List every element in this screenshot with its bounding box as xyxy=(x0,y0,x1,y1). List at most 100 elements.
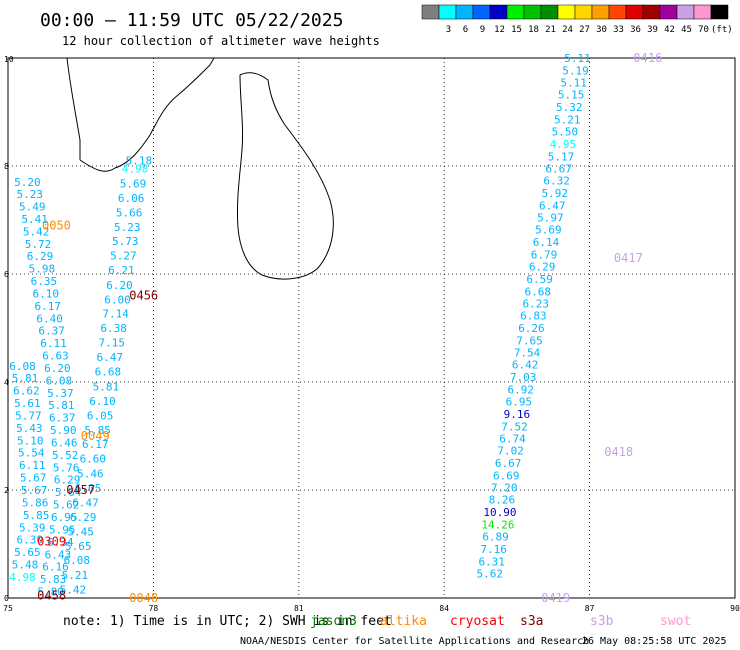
wave-height-label: 5.15 xyxy=(558,89,585,102)
wave-height-label: 5.42 xyxy=(23,225,50,238)
wave-height-label: 5.37 xyxy=(47,387,74,400)
wave-height-label: 6.69 xyxy=(493,469,520,482)
wave-height-label: 5.23 xyxy=(114,221,141,234)
wave-height-label: 5.21 xyxy=(62,569,89,582)
colorbar-swatch xyxy=(540,4,559,20)
wave-height-label: 9.16 xyxy=(504,408,531,421)
wave-height-label: 5.48 xyxy=(12,559,39,572)
colorbar-swatch xyxy=(523,4,542,20)
wave-height-label: 6.06 xyxy=(118,192,145,205)
colorbar-tick-label: 27 xyxy=(579,25,590,35)
wave-height-label: 6.47 xyxy=(72,496,99,509)
colorbar-swatch xyxy=(489,4,508,20)
wave-height-label: 6.05 xyxy=(75,482,102,495)
colorbar-tick-label: 9 xyxy=(480,25,485,35)
wave-height-label: 6.37 xyxy=(38,325,65,338)
colorbar-swatch xyxy=(710,4,729,20)
satellite-legend: jason3 altika cryosat s3a s3b swot xyxy=(310,614,691,629)
wave-height-label: 5.23 xyxy=(17,188,44,201)
wave-height-label: 5.81 xyxy=(12,372,39,385)
wave-height-label: 14.26 xyxy=(481,519,514,532)
pass-label: 0048 xyxy=(129,591,158,605)
wave-height-label: 5.41 xyxy=(21,213,48,226)
wave-height-label: 6.37 xyxy=(49,412,76,425)
colorbar-tick-label: 36 xyxy=(630,25,641,35)
x-tick-label: 84 xyxy=(439,604,449,613)
colorbar-tick-label: 3 xyxy=(446,25,451,35)
satellite-legend-label: jason3 xyxy=(310,614,357,629)
wave-height-label: 5.65 xyxy=(65,540,92,553)
india-coastline xyxy=(79,57,215,172)
wave-height-label: 4.98 xyxy=(9,571,36,584)
wave-height-label: 6.95 xyxy=(506,395,533,408)
wave-height-label: 5.92 xyxy=(541,187,568,200)
wave-height-label: 5.72 xyxy=(25,238,52,251)
wave-height-label: 6.47 xyxy=(97,351,124,364)
wave-height-label: 6.43 xyxy=(45,548,72,561)
wave-height-label: 5.85 xyxy=(23,509,50,522)
pass-label: 0309 xyxy=(37,534,66,548)
colorbar-legend: 3 6 9 12 15 18 21 24 27 30 33 36 39 42 45 70 xyxy=(421,4,729,35)
x-tick-label: 81 xyxy=(294,604,304,613)
wave-height-label: 7.03 xyxy=(510,371,537,384)
footer-note: note: 1) Time is in UTC; 2) SWH is in fe… xyxy=(63,614,392,629)
wave-height-label: 5.67 xyxy=(20,472,47,485)
colorbar-tick-label: 24 xyxy=(562,25,573,35)
wave-height-label: 5.73 xyxy=(112,235,139,248)
colorbar-swatch xyxy=(676,4,695,20)
pass-label: 0050 xyxy=(42,218,71,232)
wave-height-label: 5.54 xyxy=(18,447,45,460)
wave-height-label: 6.30 xyxy=(17,534,44,547)
colorbar-swatch xyxy=(506,4,525,20)
wave-height-label: 6.23 xyxy=(523,298,550,311)
pass-label: 0457 xyxy=(66,483,95,497)
wave-height-label: 6.63 xyxy=(42,350,69,363)
wave-height-label: 6.29 xyxy=(27,250,54,263)
wave-height-label: 5.45 xyxy=(67,526,94,539)
y-tick-label: 2 xyxy=(4,486,9,495)
wave-height-label: 5.39 xyxy=(19,521,46,534)
wave-height-label: 5.66 xyxy=(116,206,143,219)
wave-height-label: 5.69 xyxy=(120,177,147,190)
wave-height-label: 5.80 xyxy=(37,586,64,599)
wave-height-label: 5.81 xyxy=(93,380,120,393)
wave-height-label: 5.49 xyxy=(19,201,46,214)
wave-height-label: 6.29 xyxy=(54,474,81,487)
colorbar-swatch xyxy=(591,4,610,20)
footer-credit: NOAA/NESDIS Center for Satellite Applica… xyxy=(240,636,589,647)
wave-height-label: 7.15 xyxy=(98,337,125,350)
wave-height-label: 6.16 xyxy=(42,561,69,574)
colorbar-tick-label: 39 xyxy=(647,25,658,35)
colorbar-swatch xyxy=(472,4,491,20)
wave-height-label: 6.17 xyxy=(82,438,109,451)
india-coastline-north xyxy=(66,57,81,160)
wave-height-label: 6.05 xyxy=(87,409,114,422)
sri-lanka-coastline xyxy=(236,72,334,280)
wave-height-label: 6.10 xyxy=(33,287,60,300)
wave-height-label: 6.95 xyxy=(51,511,78,524)
wave-height-label: 6.67 xyxy=(495,457,522,470)
wave-height-label: 6.11 xyxy=(40,337,67,350)
wave-height-label: 5.67 xyxy=(21,484,48,497)
wave-height-label: 7.02 xyxy=(497,445,524,458)
wave-height-label: 5.95 xyxy=(49,523,76,536)
wave-height-label: 6.60 xyxy=(80,453,107,466)
wave-height-label: 5.62 xyxy=(477,568,504,581)
y-tick-label: 0 xyxy=(4,594,9,603)
wave-height-label: 6.38 xyxy=(100,322,127,335)
wave-height-label: 5.42 xyxy=(60,583,87,596)
wave-height-label: 7.20 xyxy=(491,481,518,494)
wave-height-label: 6.79 xyxy=(531,249,558,262)
wave-height-label: 5.19 xyxy=(562,64,589,77)
plot-border xyxy=(7,57,736,599)
wave-height-label: 5.10 xyxy=(17,434,44,447)
wave-height-label: 5.64 xyxy=(55,486,82,499)
colorbar-tick-label: 42 xyxy=(664,25,675,35)
colorbar-swatch xyxy=(438,4,457,20)
pass-label: 0419 xyxy=(541,591,570,605)
wave-height-label: 5.21 xyxy=(554,114,581,127)
colorbar-swatch xyxy=(693,4,712,20)
x-tick-label: 78 xyxy=(149,604,159,613)
wave-height-label: 5.18 xyxy=(126,155,153,168)
y-tick-label: 4 xyxy=(4,378,9,387)
